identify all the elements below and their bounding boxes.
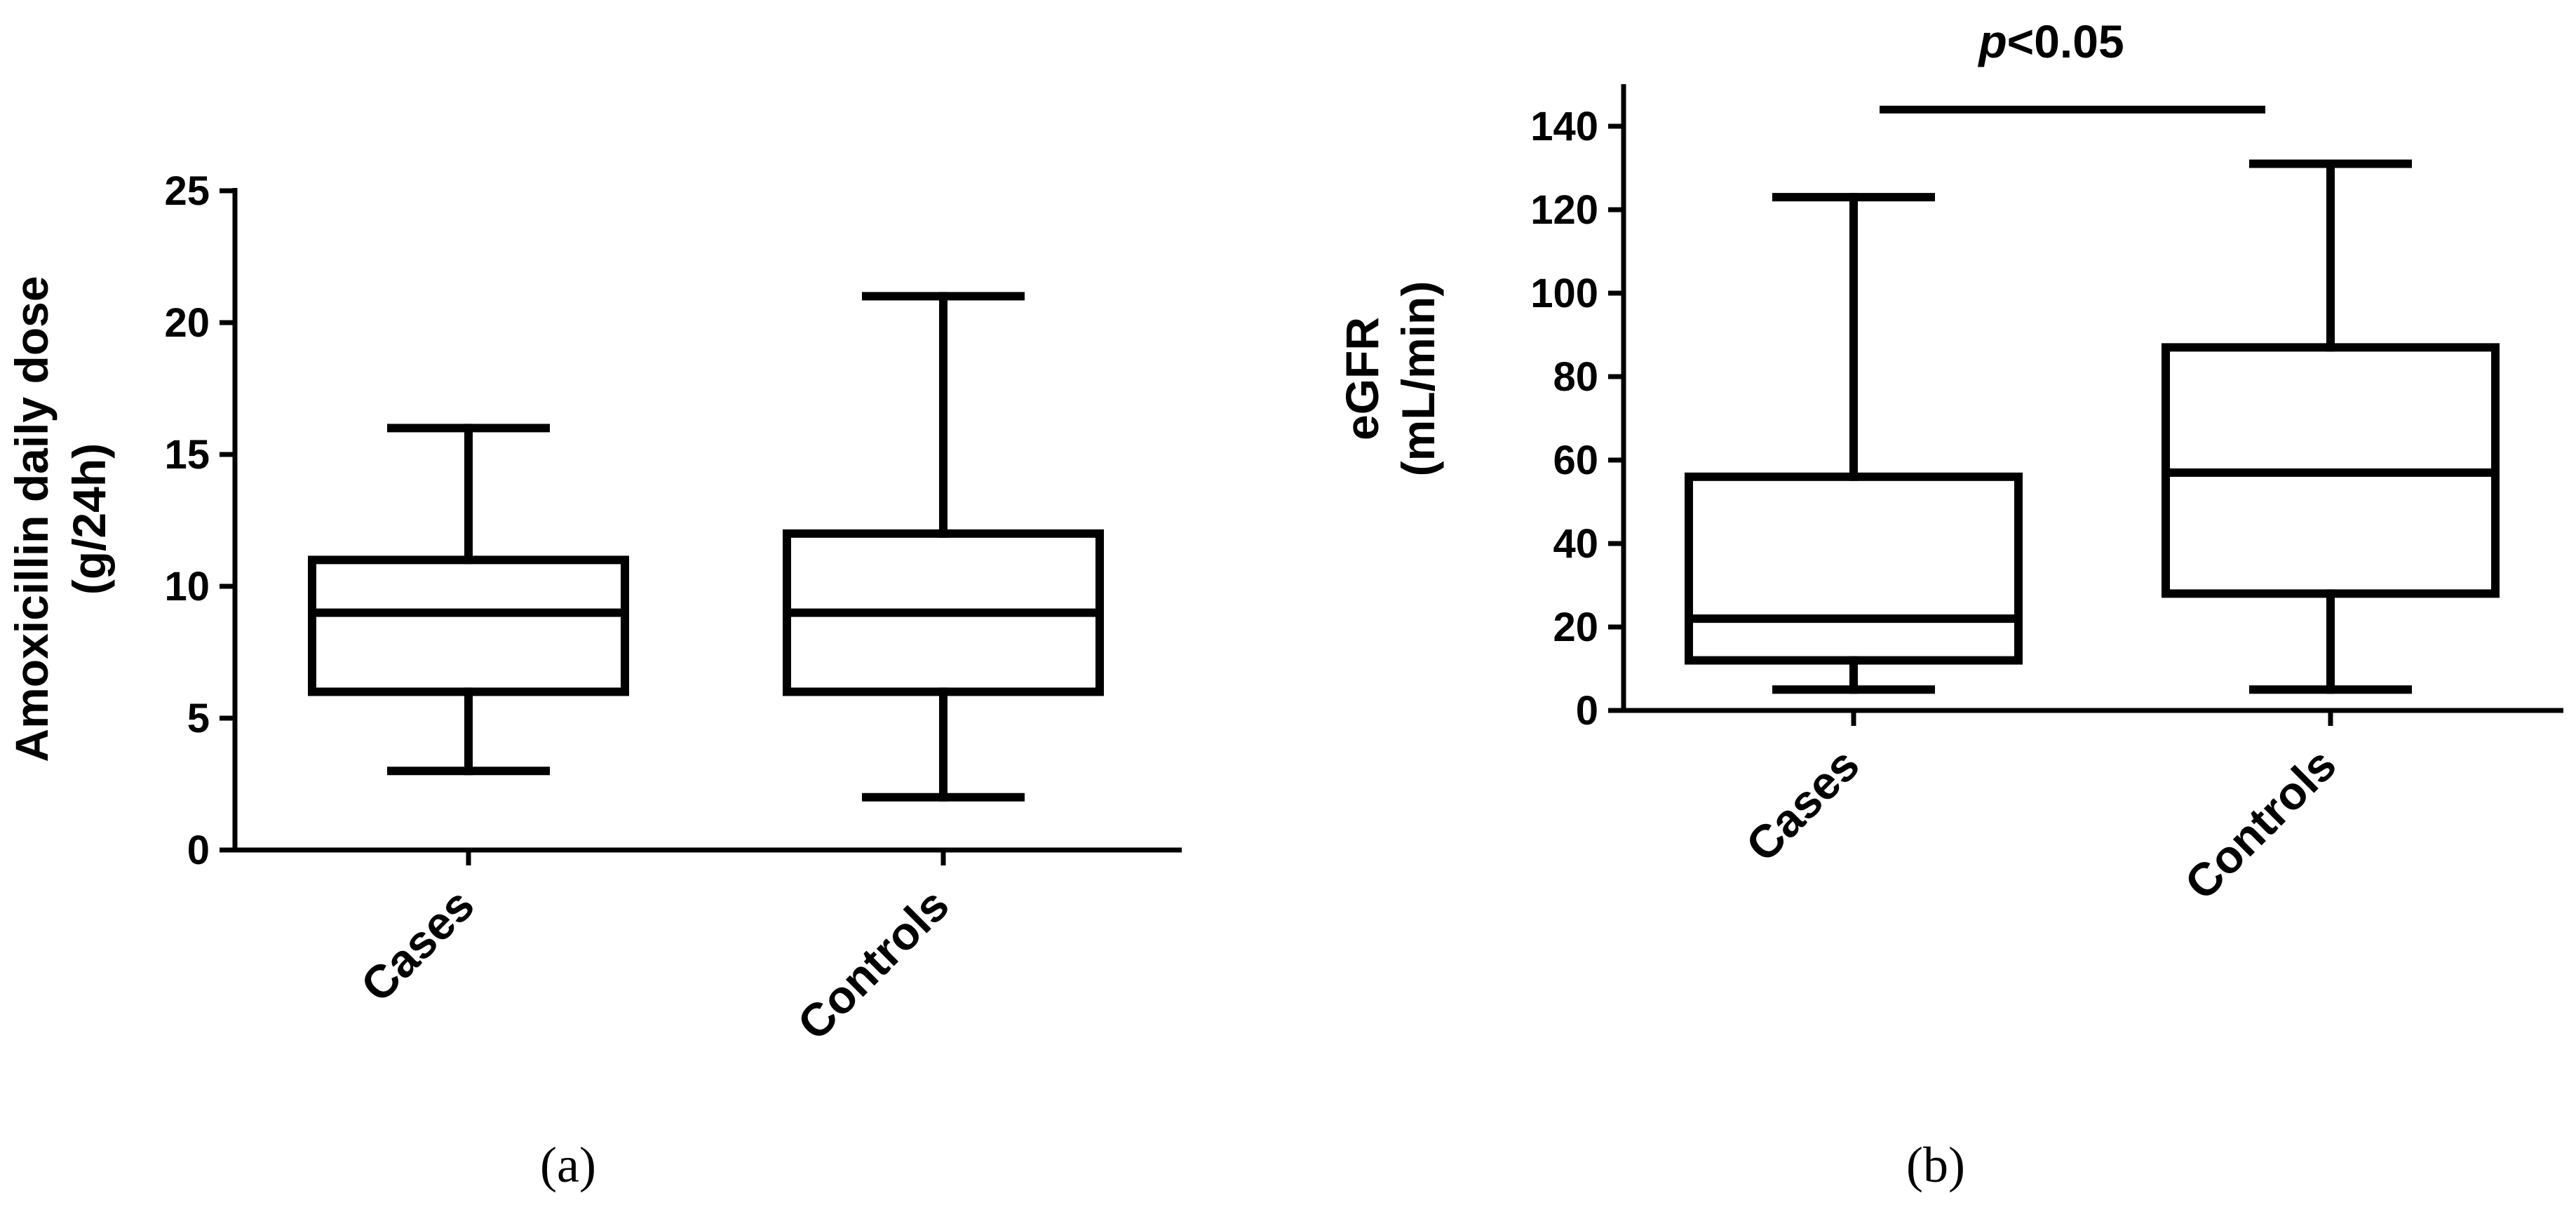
panel-a-y-tick-label: 10 bbox=[164, 564, 210, 609]
iqr-box bbox=[1685, 472, 2023, 665]
significance-p: p bbox=[1977, 15, 2007, 67]
panel-a-x-ticks bbox=[466, 850, 946, 865]
significance-label: p<0.05 bbox=[1977, 15, 2124, 67]
panel-b-y-tick-label: 20 bbox=[1553, 605, 1598, 650]
panel-b-y-tick-label: 120 bbox=[1530, 187, 1598, 233]
panel-a-y-tick-label: 25 bbox=[164, 168, 210, 214]
panel-a-y-tick-label: 5 bbox=[187, 696, 210, 741]
panel-a-y-tick-label: 20 bbox=[164, 300, 210, 346]
panel-b-box-controls bbox=[2162, 159, 2500, 694]
panel-a-x-tick-label: Cases bbox=[351, 879, 484, 1012]
panel-b-y-tick-label: 40 bbox=[1553, 521, 1598, 567]
panel-b-y-axis-title-line2: (mL/min) bbox=[1392, 281, 1444, 477]
panel-a-y-axis-title-line2: (g/24h) bbox=[63, 443, 115, 595]
panel-b-boxes bbox=[1685, 159, 2500, 694]
panel-b-caption: (b) bbox=[1906, 1137, 1965, 1193]
panel-a-y-tick-label: 0 bbox=[187, 828, 210, 873]
panel-a-x-labels: Cases Controls bbox=[351, 879, 959, 1050]
panel-b-x-labels: Cases Controls bbox=[1736, 738, 2346, 910]
panel-b-chart: eGFR (mL/min) 0 20 40 60 80 100 120 140 Cases Co… bbox=[1336, 15, 2563, 1193]
panel-b-axes bbox=[1621, 84, 2563, 713]
panel-b-y-tick-label: 0 bbox=[1576, 688, 1598, 734]
panel-b-y-tick-label: 100 bbox=[1530, 271, 1598, 316]
panel-b-x-tick-label: Controls bbox=[2175, 738, 2346, 910]
panel-a-y-tick-label: 15 bbox=[164, 432, 210, 478]
panel-b-box-cases bbox=[1685, 193, 2023, 694]
panel-a-x-tick-label: Controls bbox=[788, 879, 959, 1050]
panel-a-box-cases bbox=[308, 424, 629, 776]
panel-a-boxes bbox=[308, 292, 1104, 802]
panel-a-y-axis-title: Amoxicillin daily dose (g/24h) bbox=[6, 276, 115, 762]
panel-a-axes bbox=[232, 188, 1182, 853]
panel-a-chart: Amoxicillin daily dose (g/24h) 0 5 10 15 20 2… bbox=[6, 168, 1182, 1193]
panel-a-y-ticks: 0 5 10 15 20 25 bbox=[164, 168, 235, 873]
panel-b-significance: p<0.05 bbox=[1880, 15, 2265, 114]
panel-b-y-tick-label: 140 bbox=[1530, 104, 1598, 149]
panel-a-y-axis-title-line1: Amoxicillin daily dose bbox=[6, 276, 58, 762]
panel-b-y-ticks: 0 20 40 60 80 100 120 140 bbox=[1530, 104, 1624, 734]
panel-a-box-controls bbox=[783, 292, 1104, 802]
iqr-box bbox=[308, 555, 629, 696]
panel-b-y-axis-title: eGFR (mL/min) bbox=[1336, 281, 1444, 477]
panel-b-y-tick-label: 80 bbox=[1553, 354, 1598, 400]
panel-b-y-axis-title-line1: eGFR bbox=[1336, 317, 1388, 440]
panel-a-caption: (a) bbox=[540, 1137, 596, 1193]
panel-b-y-tick-label: 60 bbox=[1553, 438, 1598, 483]
panel-b-x-tick-label: Cases bbox=[1736, 738, 1869, 872]
significance-value: <0.05 bbox=[2007, 15, 2124, 67]
panel-b-x-ticks bbox=[1851, 710, 2333, 726]
